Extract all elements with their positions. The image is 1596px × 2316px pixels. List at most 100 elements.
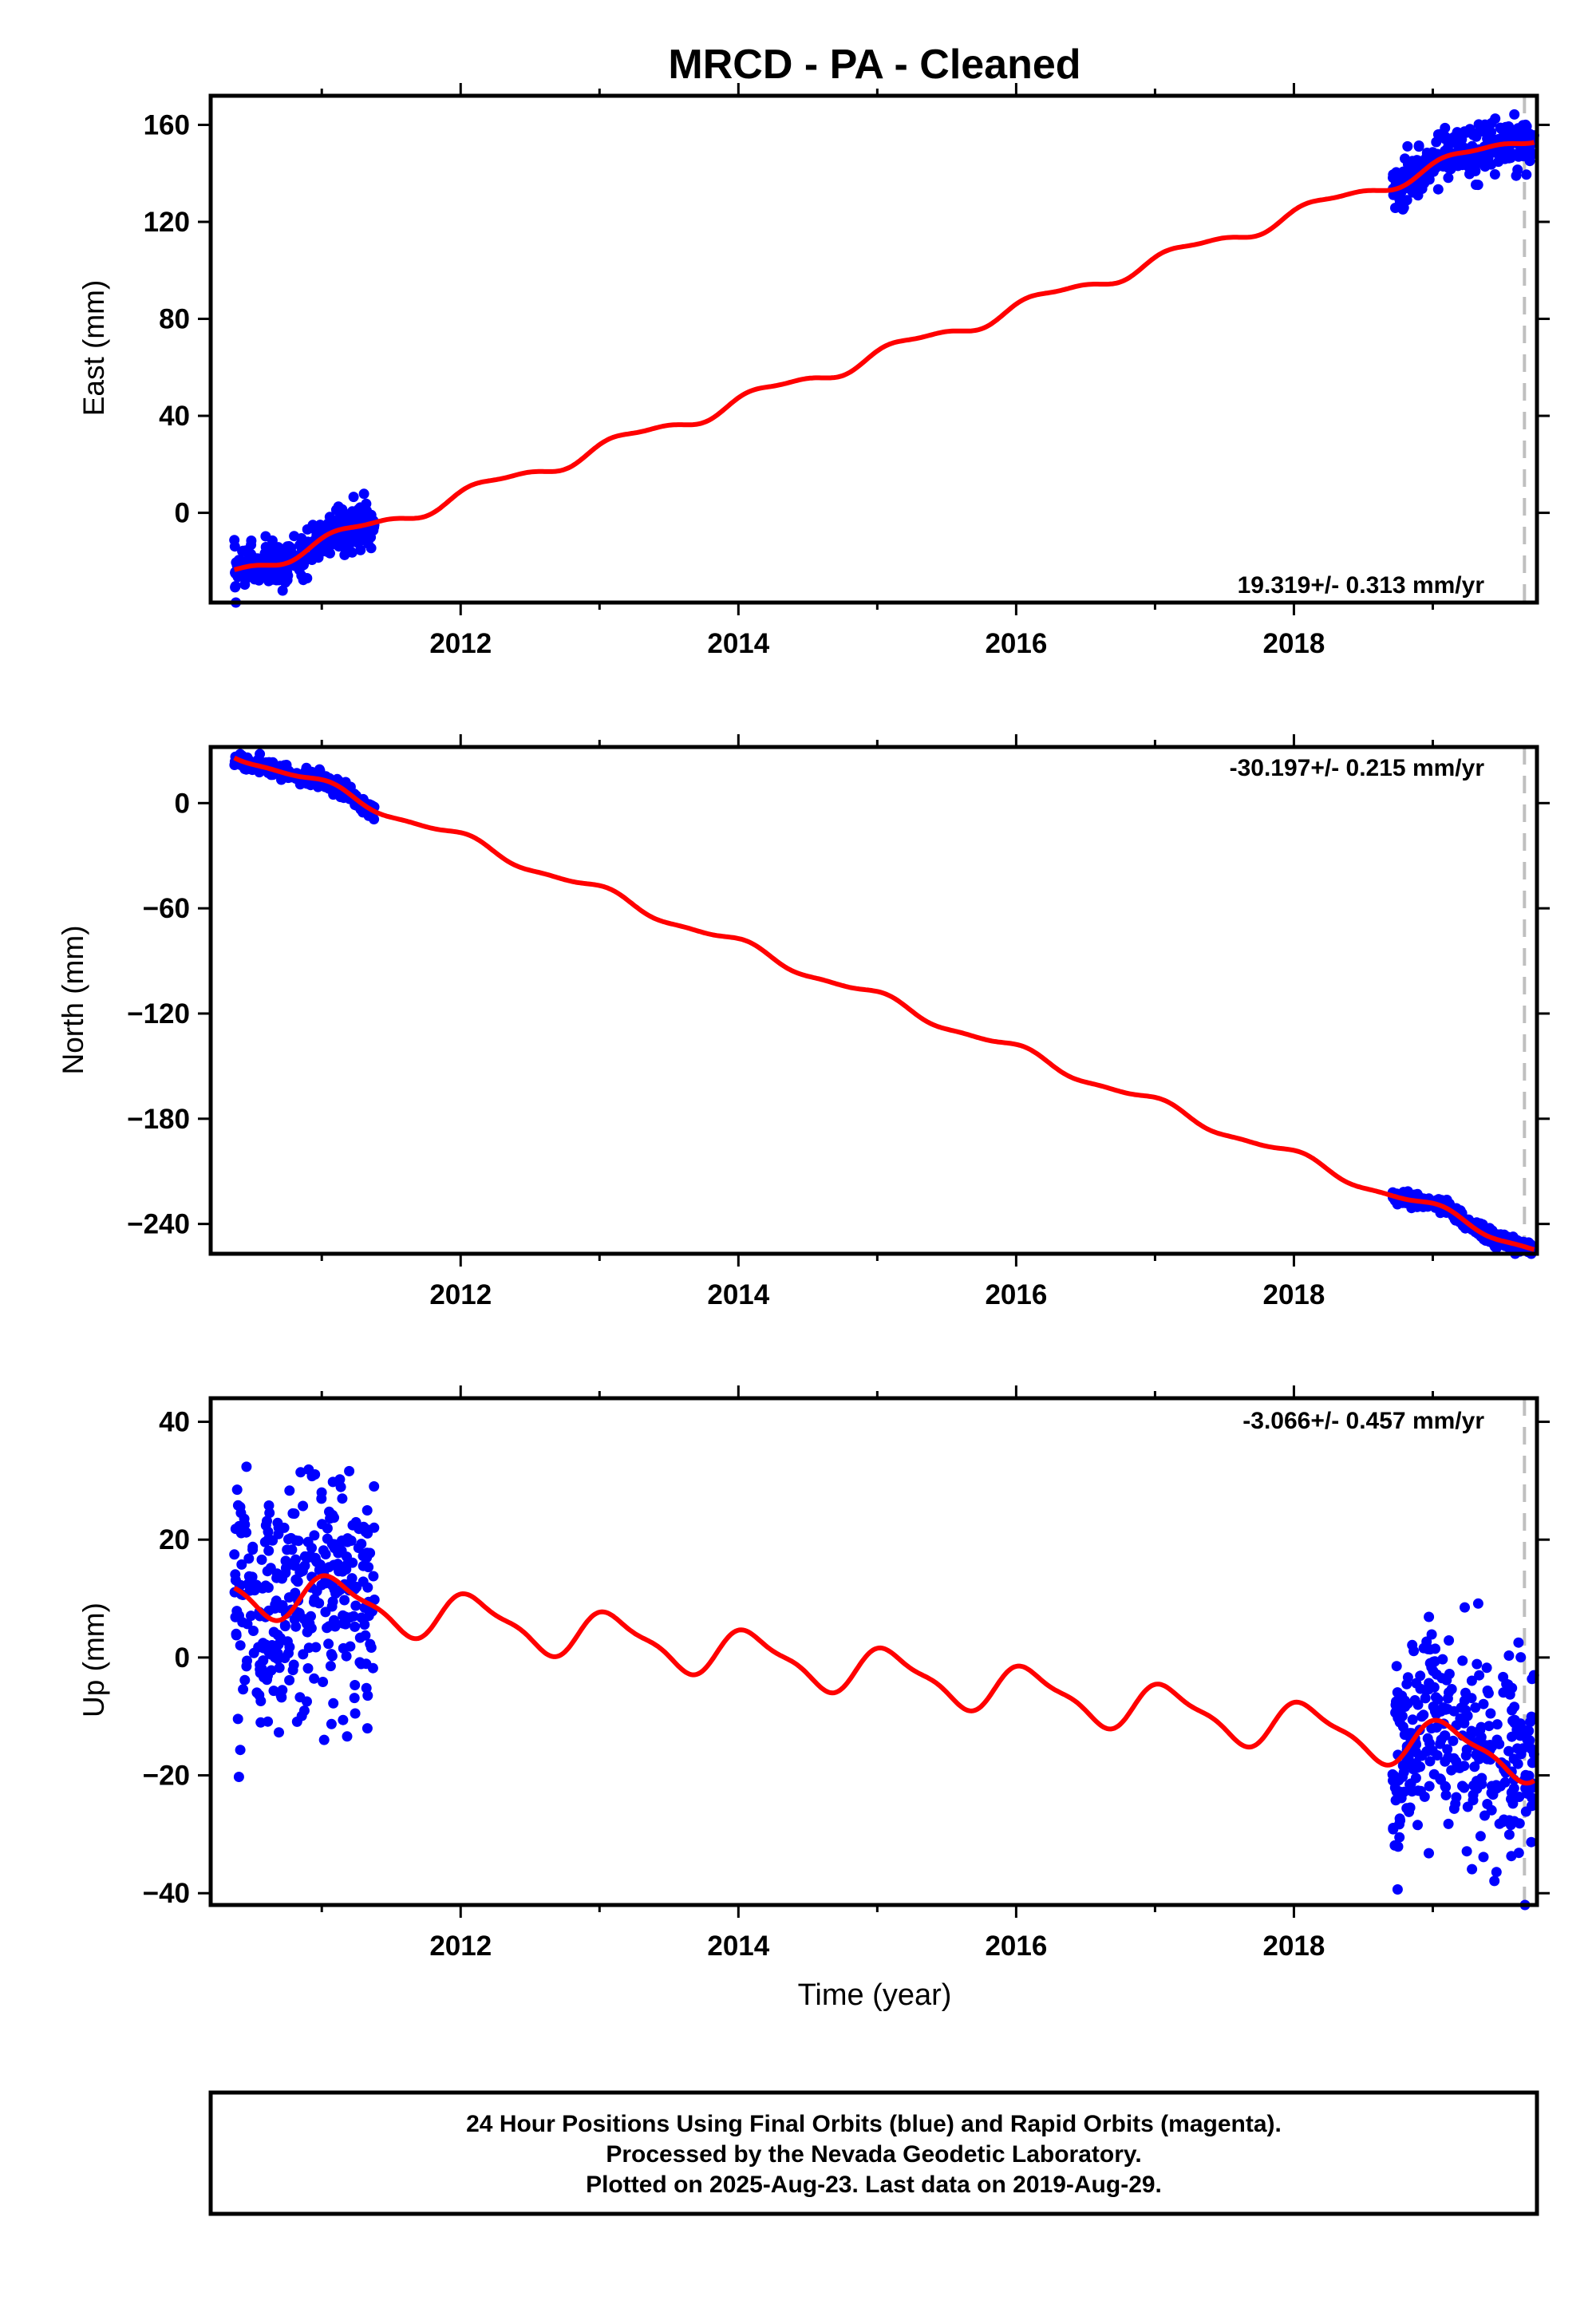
up-observation-point — [1426, 1723, 1437, 1734]
east-observation-point — [289, 531, 300, 542]
east-observation-point — [249, 568, 260, 579]
up-observation-point — [350, 1708, 361, 1719]
east-y-tick-label: 80 — [159, 304, 190, 335]
up-observation-point — [365, 1547, 376, 1559]
east-observation-point — [281, 571, 292, 583]
east-y-tick-label: 0 — [175, 498, 190, 529]
up-observation-point — [1450, 1798, 1461, 1809]
up-observation-point — [233, 1772, 244, 1782]
up-observation-point — [1478, 1852, 1489, 1863]
up-observation-point — [290, 1574, 302, 1585]
up-observation-point — [1391, 1772, 1401, 1783]
east-observation-point — [365, 543, 377, 554]
up-observation-point — [241, 1661, 252, 1672]
up-observation-point — [294, 1692, 306, 1703]
east-x-tick-label: 2012 — [429, 628, 492, 659]
up-observation-point — [302, 1618, 312, 1630]
up-observation-point — [1461, 1846, 1472, 1857]
east-x-tick-label: 2016 — [985, 628, 1047, 659]
up-observation-point — [1474, 1670, 1485, 1681]
east-observation-point — [349, 512, 360, 524]
up-observation-point — [1470, 1702, 1481, 1713]
up-observation-point — [339, 1595, 350, 1606]
up-observation-point — [314, 1559, 326, 1570]
up-ticks: 2012 2014 2016 2018 40 20 0 −20 −40 — [143, 1385, 1550, 1962]
up-observation-point — [317, 1519, 327, 1530]
up-observation-point — [330, 1588, 342, 1599]
up-observation-point — [1424, 1756, 1436, 1767]
up-observation-point — [1514, 1792, 1525, 1802]
up-observation-point — [1442, 1693, 1453, 1704]
up-observation-point — [302, 1536, 314, 1547]
east-observation-point — [1432, 184, 1444, 195]
up-plot-frame — [208, 1396, 1539, 1907]
up-observation-point — [349, 1693, 360, 1704]
north-x-tick-label: 2014 — [707, 1279, 769, 1310]
up-observation-point — [1526, 1711, 1537, 1722]
east-y-tick-label: 40 — [159, 401, 190, 432]
up-observation-point — [241, 1461, 252, 1472]
up-observation-point — [1440, 1781, 1452, 1792]
up-observation-point — [309, 1594, 320, 1605]
up-observation-point — [298, 1500, 309, 1512]
north-observation-point — [1495, 1229, 1506, 1240]
up-observation-point — [302, 1626, 313, 1638]
up-observation-point — [1522, 1734, 1533, 1745]
east-model-curve — [233, 140, 1535, 572]
up-observation-point — [354, 1632, 365, 1643]
up-observation-point — [1506, 1851, 1517, 1862]
east-observation-point — [229, 535, 240, 546]
up-rate-label: -3.066+/- 0.457 mm/yr — [1242, 1408, 1484, 1434]
up-observations — [229, 1461, 1539, 1911]
up-observation-point — [235, 1745, 246, 1756]
up-observation-point — [291, 1716, 302, 1727]
north-plot-frame — [208, 745, 1539, 1256]
east-observation-point — [1476, 126, 1487, 136]
up-observation-point — [1422, 1733, 1433, 1744]
east-observation-point — [319, 541, 330, 552]
east-observation-point — [1402, 140, 1413, 152]
up-observation-point — [1527, 1674, 1538, 1685]
up-y-tick-label: 20 — [159, 1524, 190, 1555]
up-observation-point — [1444, 1635, 1455, 1646]
up-observation-point — [1485, 1708, 1496, 1719]
up-observation-point — [1487, 1789, 1499, 1800]
north-observation-point — [255, 749, 266, 760]
up-observation-point — [309, 1673, 320, 1684]
up-observation-point — [1472, 1658, 1483, 1670]
up-observation-point — [368, 1571, 379, 1582]
up-x-tick-label: 2016 — [985, 1931, 1047, 1962]
up-observation-point — [1509, 1701, 1520, 1713]
up-observation-point — [1407, 1639, 1418, 1650]
east-observation-point — [1495, 123, 1507, 134]
up-observation-point — [1484, 1740, 1495, 1750]
footer-line-3: Plotted on 2025-Aug-23. Last data on 201… — [586, 2172, 1162, 2198]
up-x-tick-label: 2012 — [429, 1931, 492, 1962]
east-observation-point — [1464, 152, 1475, 164]
up-observation-point — [1432, 1750, 1443, 1761]
up-observation-point — [268, 1626, 279, 1638]
footer-line-2: Processed by the Nevada Geodetic Laborat… — [606, 2141, 1141, 2168]
up-observation-point — [236, 1559, 247, 1570]
up-observation-point — [320, 1549, 331, 1559]
up-observation-point — [242, 1618, 253, 1630]
up-observation-point — [326, 1650, 338, 1662]
up-observation-point — [338, 1610, 349, 1621]
up-observation-point — [232, 1500, 243, 1511]
up-observation-point — [246, 1581, 257, 1592]
east-observation-point — [1511, 170, 1522, 181]
east-observation-point — [365, 532, 377, 543]
north-y-tick-label: −120 — [127, 998, 190, 1030]
up-observation-point — [1446, 1765, 1457, 1776]
up-observation-point — [284, 1674, 295, 1686]
up-observation-point — [1401, 1803, 1412, 1814]
up-observation-point — [268, 1686, 279, 1697]
up-observation-point — [1476, 1732, 1487, 1743]
up-observation-point — [235, 1640, 246, 1651]
north-axis-label: North (mm) — [57, 925, 89, 1074]
up-observation-point — [1478, 1698, 1489, 1709]
east-observation-point — [324, 512, 335, 523]
up-observation-point — [1454, 1762, 1465, 1773]
up-observation-point — [363, 1611, 374, 1622]
up-observation-point — [280, 1567, 291, 1579]
